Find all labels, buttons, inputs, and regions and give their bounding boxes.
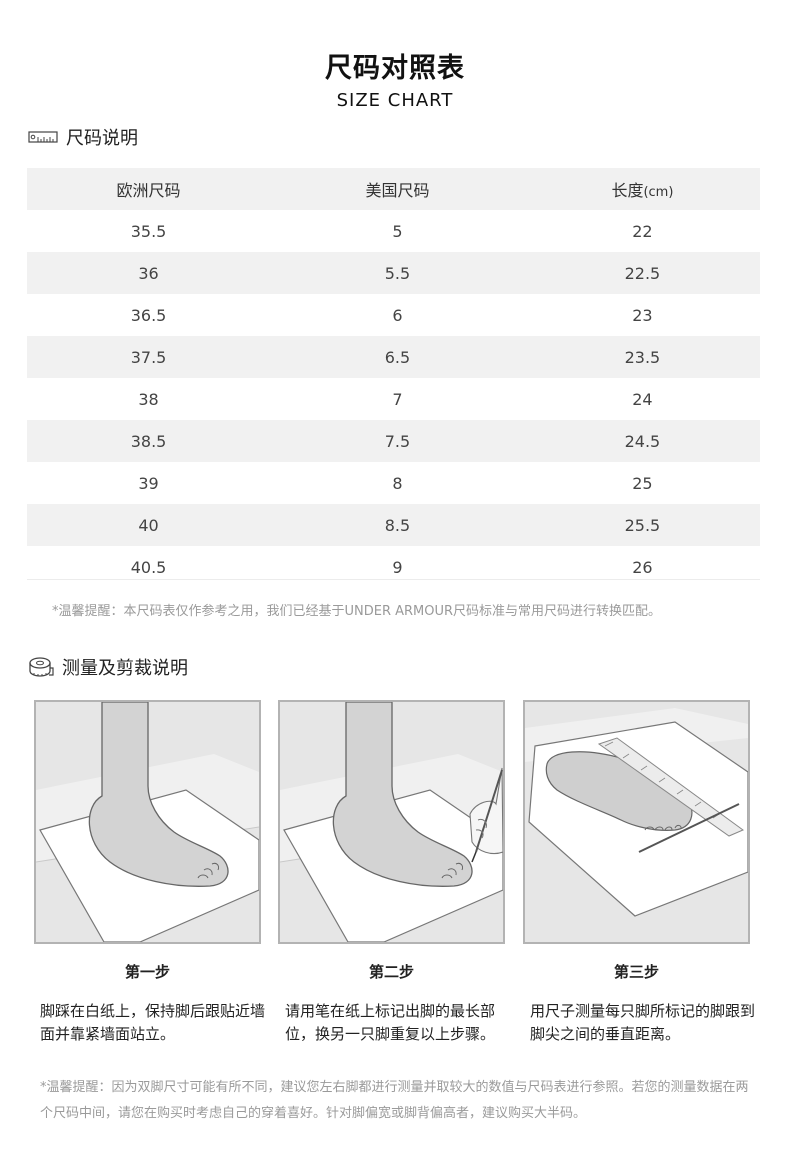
eu-size-cell: 40.5 — [130, 557, 167, 577]
table-row: 35.5 5 22 — [27, 210, 760, 252]
column-header-length: 长度(cm) — [524, 168, 760, 210]
page-title: 尺码对照表 — [325, 53, 465, 84]
step-3-description: 用尺子测量每只脚所标记的脚跟到脚尖之间的垂直距离。 — [530, 1002, 756, 1043]
eu-size-cell: 38.5 — [27, 420, 271, 462]
length-cell: 25.5 — [524, 504, 760, 546]
length-cell: 22 — [632, 221, 653, 241]
table-row: 37.5 6.5 23.5 — [27, 336, 760, 378]
step-1-title: 第一步 — [124, 963, 170, 981]
table-row: 40.5 9 26 — [27, 546, 760, 588]
us-size-cell: 8.5 — [270, 504, 525, 546]
eu-size-cell: 40 — [27, 504, 271, 546]
us-size-cell: 5.5 — [270, 252, 525, 294]
us-size-cell: 6.5 — [270, 336, 525, 378]
table-row: 38.5 7.5 24.5 — [27, 420, 760, 462]
eu-size-cell: 37.5 — [27, 336, 271, 378]
length-cell: 25 — [632, 473, 653, 493]
size-table: 欧洲尺码 美国尺码 长度(cm) 35.5 5 22 36 5.5 22.5 36.5 6… — [27, 168, 760, 588]
table-row: 36.5 6 23 — [27, 294, 760, 336]
us-size-cell: 5 — [392, 221, 403, 241]
ruler-icon — [28, 130, 58, 144]
table-row: 39 8 25 — [27, 462, 760, 504]
step-3-illustration — [523, 700, 750, 944]
size-section-title: 尺码说明 — [66, 128, 138, 149]
page-subtitle: SIZE CHART — [336, 90, 454, 111]
us-size-cell: 9 — [392, 557, 403, 577]
eu-size-cell: 38 — [138, 389, 159, 409]
us-size-cell: 6 — [392, 305, 403, 325]
divider — [27, 579, 760, 580]
column-header-length-label: 长度 — [611, 181, 644, 200]
step-2-illustration — [278, 700, 505, 944]
column-header-eu: 欧洲尺码 — [27, 168, 271, 210]
step-2-title: 第二步 — [368, 963, 414, 981]
length-cell: 24 — [632, 389, 653, 409]
measure-section-title: 测量及剪裁说明 — [62, 658, 188, 679]
table-row: 38 7 24 — [27, 378, 760, 420]
step-1-illustration — [34, 700, 261, 944]
eu-size-cell: 35.5 — [130, 221, 167, 241]
length-cell: 26 — [632, 557, 653, 577]
step-1-description: 脚踩在白纸上，保持脚后跟贴近墙面并靠紧墙面站立。 — [40, 1002, 266, 1043]
step-3-title: 第三步 — [613, 963, 659, 981]
tape-measure-icon — [28, 654, 54, 680]
length-unit: (cm) — [643, 185, 674, 200]
length-cell: 23.5 — [524, 336, 760, 378]
table-header-row: 欧洲尺码 美国尺码 长度(cm) — [27, 168, 760, 210]
measurement-note: *温馨提醒：因为双脚尺寸可能有所不同，建议您左右脚都进行测量并取较大的数值与尺码… — [40, 1080, 749, 1121]
size-section-heading: 尺码说明 — [28, 124, 138, 150]
eu-size-cell: 39 — [138, 473, 159, 493]
measure-section-heading: 测量及剪裁说明 — [28, 654, 188, 680]
eu-size-cell: 36 — [27, 252, 271, 294]
table-row: 36 5.5 22.5 — [27, 252, 760, 294]
length-cell: 22.5 — [524, 252, 760, 294]
table-row: 40 8.5 25.5 — [27, 504, 760, 546]
us-size-cell: 8 — [392, 473, 403, 493]
column-header-us: 美国尺码 — [270, 168, 525, 210]
size-chart-note: *温馨提醒：本尺码表仅作参考之用，我们已经基于UNDER ARMOUR尺码标准与… — [52, 604, 662, 619]
length-cell: 23 — [632, 305, 653, 325]
length-cell: 24.5 — [524, 420, 760, 462]
step-2-description: 请用笔在纸上标记出脚的最长部位，换另一只脚重复以上步骤。 — [285, 1002, 496, 1043]
eu-size-cell: 36.5 — [130, 305, 167, 325]
us-size-cell: 7.5 — [270, 420, 525, 462]
us-size-cell: 7 — [392, 389, 403, 409]
